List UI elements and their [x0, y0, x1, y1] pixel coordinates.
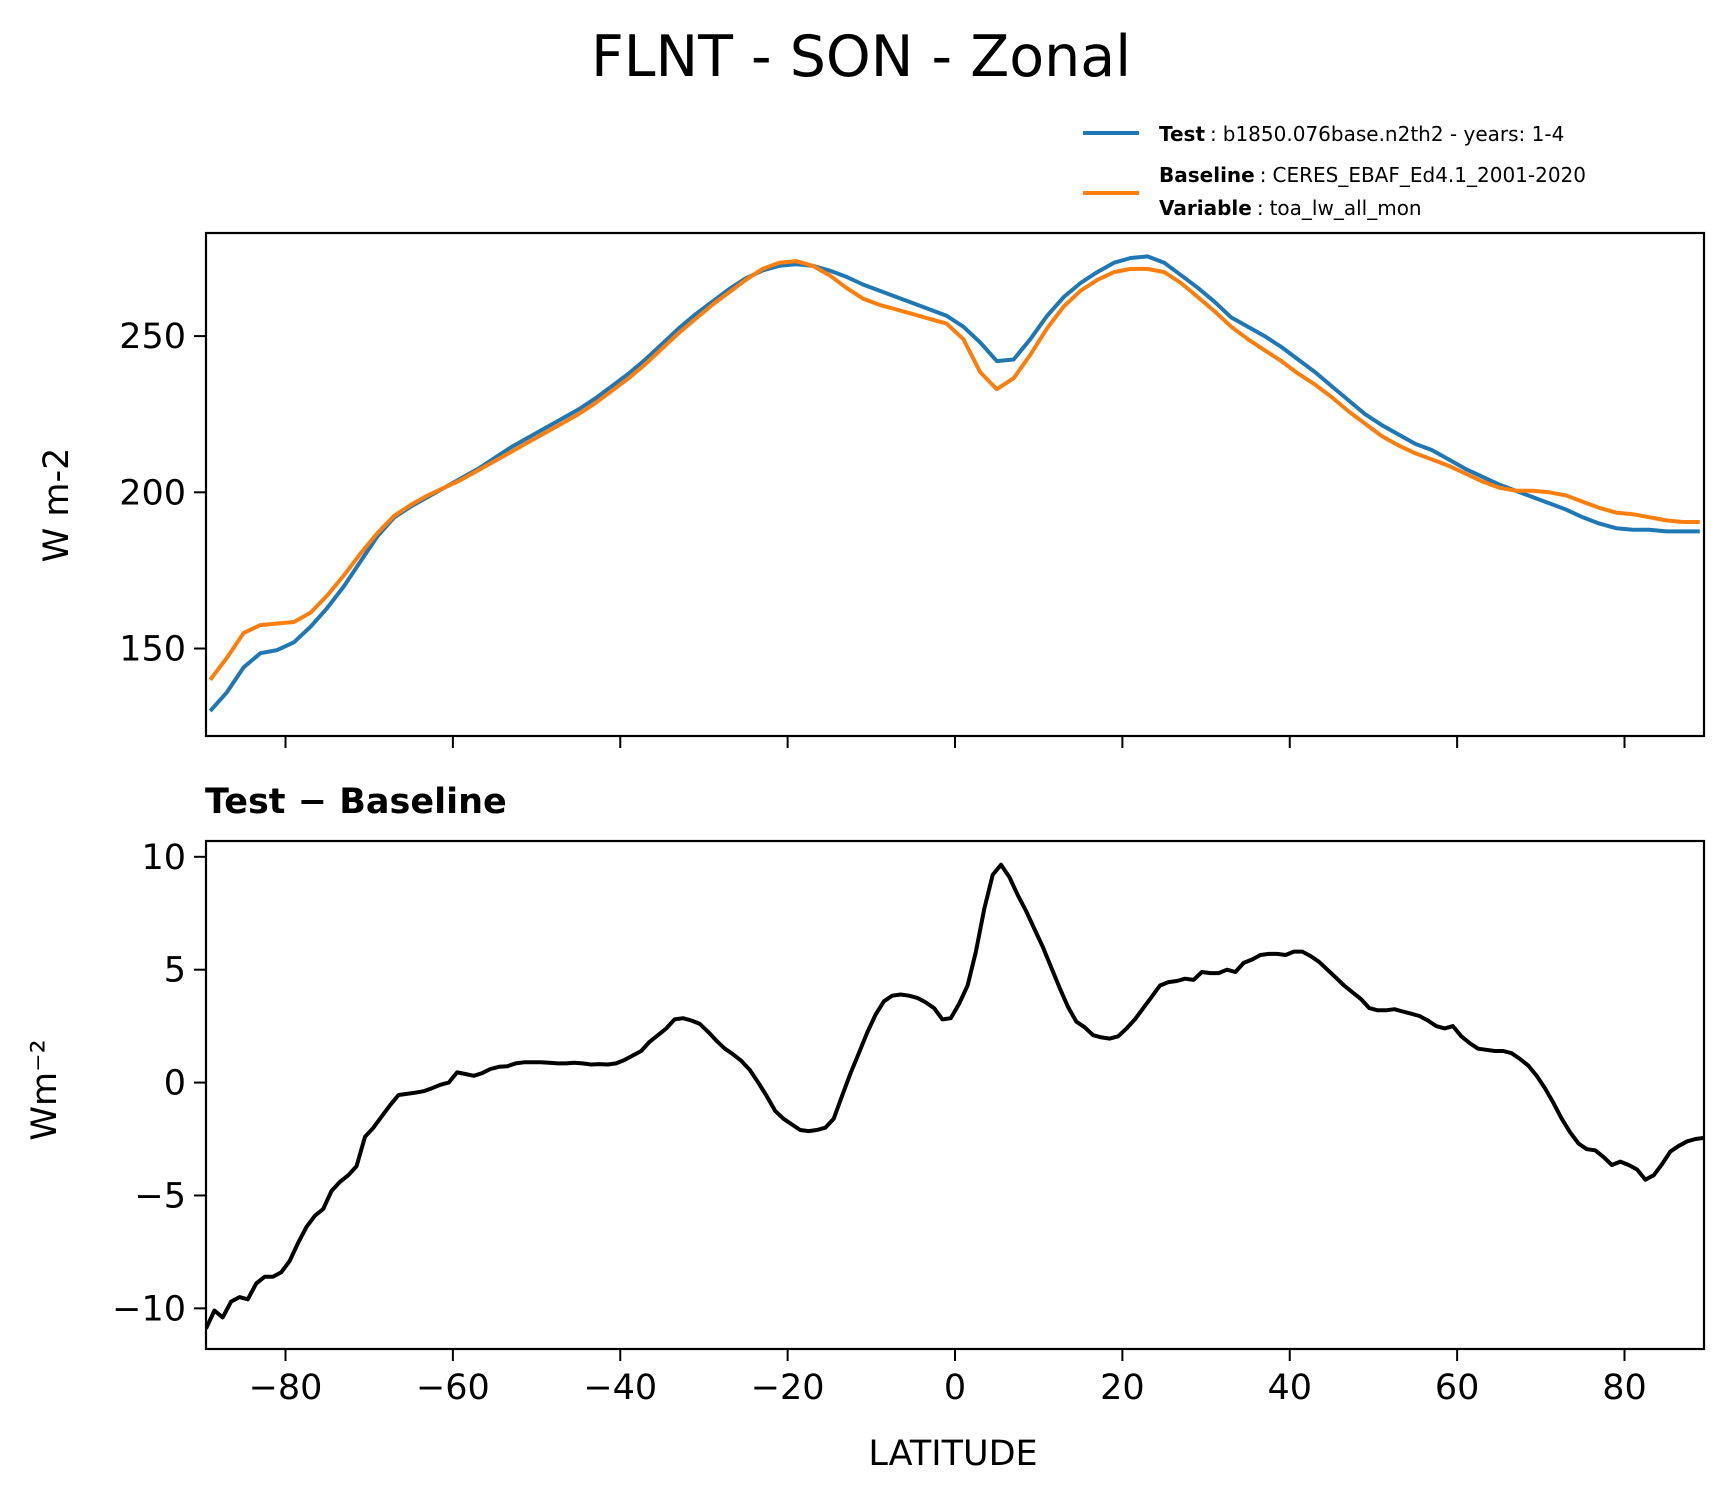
legend-baseline-sep: :: [1260, 163, 1267, 187]
legend-variable-sep: :: [1257, 196, 1264, 220]
bottom-panel-title: Test − Baseline: [205, 782, 507, 822]
bottom-x-tick-label: −60: [416, 1368, 490, 1408]
bottom-plot-frame: [204, 839, 1706, 1351]
bottom-x-tick-label: 0: [944, 1368, 966, 1408]
top-y-axis-label: W m-2: [37, 448, 77, 563]
legend: Test: b1850.076base.n2th2 - years: 1-4 Ba…: [1083, 122, 1586, 220]
top-plot-frame: [204, 231, 1706, 738]
legend-baseline-text: Baseline: CERES_EBAF_Ed4.1_2001-2020: [1159, 163, 1586, 187]
legend-test-key: Test: [1159, 122, 1205, 146]
legend-test-value: b1850.076base.n2th2 - years: 1-4: [1223, 122, 1565, 146]
bottom-y-axis-label: Wm⁻²: [25, 1039, 65, 1140]
bottom-series-line-test-baseline: [206, 862, 1704, 1330]
bottom-y-tick-label: −10: [112, 1289, 186, 1329]
legend-variable-text: Variable: toa_lw_all_mon: [1159, 196, 1422, 220]
top-panel: W m-2 150 200 250: [37, 231, 1706, 748]
bottom-x-tick-label: 40: [1267, 1368, 1312, 1408]
figure-title: FLNT - SON - Zonal: [591, 24, 1131, 90]
legend-variable-value: toa_lw_all_mon: [1270, 196, 1422, 220]
legend-test-sep: :: [1210, 122, 1217, 146]
bottom-y-tick-label: −5: [134, 1176, 186, 1216]
bottom-x-tick-label: 20: [1100, 1368, 1145, 1408]
top-y-tick-label: 200: [119, 473, 186, 513]
legend-test-text: Test: b1850.076base.n2th2 - years: 1-4: [1159, 122, 1564, 146]
bottom-y-tick-label: 10: [141, 838, 186, 878]
top-series-line-test: [208, 254, 1700, 713]
bottom-x-tick-label: 60: [1435, 1368, 1480, 1408]
top-y-tick-label: 150: [119, 630, 186, 670]
bottom-x-tick-label: −40: [583, 1368, 657, 1408]
legend-variable-key: Variable: [1159, 196, 1252, 220]
bottom-x-tick-label: −80: [249, 1368, 323, 1408]
bottom-x-tick-label: 80: [1602, 1368, 1647, 1408]
bottom-x-tick-label: −20: [751, 1368, 825, 1408]
top-y-tick-label: 250: [119, 317, 186, 357]
bottom-y-tick-label: 0: [164, 1064, 186, 1104]
x-axis-label: LATITUDE: [868, 1434, 1037, 1474]
bottom-panel: Test − Baseline Wm⁻² LATITUDE −80 −60 −40 −…: [25, 782, 1706, 1474]
legend-baseline-value: CERES_EBAF_Ed4.1_2001-2020: [1272, 163, 1586, 187]
legend-baseline-key: Baseline: [1159, 163, 1255, 187]
top-series-line-baseline: [208, 259, 1700, 682]
bottom-y-tick-label: 5: [164, 951, 186, 991]
